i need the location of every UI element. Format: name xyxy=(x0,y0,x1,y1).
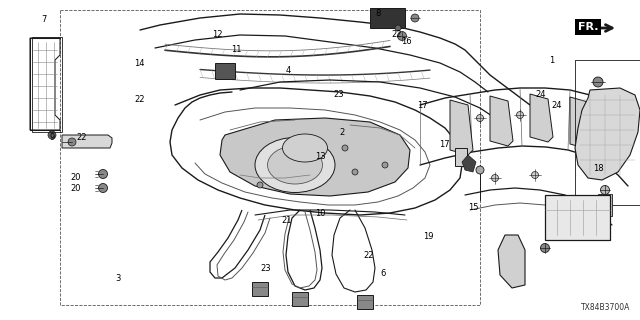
Text: 8: 8 xyxy=(375,9,380,18)
Text: 20: 20 xyxy=(70,173,81,182)
Circle shape xyxy=(99,170,108,179)
Polygon shape xyxy=(498,235,525,288)
Bar xyxy=(60,10,480,305)
Text: 3: 3 xyxy=(116,274,121,283)
Text: 4: 4 xyxy=(285,66,291,75)
Text: FR.: FR. xyxy=(578,22,598,32)
Ellipse shape xyxy=(282,134,328,162)
Circle shape xyxy=(395,25,401,31)
Text: 12: 12 xyxy=(212,30,223,39)
Polygon shape xyxy=(570,97,593,149)
Text: 13: 13 xyxy=(315,152,325,161)
Circle shape xyxy=(352,169,358,175)
Bar xyxy=(357,295,373,309)
Circle shape xyxy=(593,77,603,87)
Circle shape xyxy=(541,244,550,252)
Circle shape xyxy=(68,138,76,146)
Bar xyxy=(215,63,235,79)
Circle shape xyxy=(382,162,388,168)
Circle shape xyxy=(411,14,419,22)
Circle shape xyxy=(600,186,609,195)
Text: 20: 20 xyxy=(70,184,81,193)
Text: 17: 17 xyxy=(417,101,428,110)
Circle shape xyxy=(48,131,56,139)
Bar xyxy=(598,194,612,216)
Polygon shape xyxy=(530,94,553,142)
Bar xyxy=(575,60,640,205)
Text: 11: 11 xyxy=(232,45,242,54)
Text: 22: 22 xyxy=(134,95,145,104)
Polygon shape xyxy=(575,88,640,180)
Bar xyxy=(545,195,610,240)
Text: 9: 9 xyxy=(50,133,55,142)
Circle shape xyxy=(257,182,263,188)
Circle shape xyxy=(492,174,499,181)
Text: 14: 14 xyxy=(134,59,145,68)
Text: 6: 6 xyxy=(380,269,385,278)
Circle shape xyxy=(99,183,108,193)
Circle shape xyxy=(397,31,406,41)
Bar xyxy=(292,292,308,306)
Text: 22: 22 xyxy=(392,30,402,39)
Text: 15: 15 xyxy=(468,203,479,212)
Text: 19: 19 xyxy=(424,232,434,241)
Text: 21: 21 xyxy=(282,216,292,225)
Polygon shape xyxy=(462,155,476,172)
Text: 23: 23 xyxy=(260,264,271,273)
Text: 7: 7 xyxy=(41,15,46,24)
Text: TX84B3700A: TX84B3700A xyxy=(580,303,630,312)
Circle shape xyxy=(477,115,483,122)
Bar xyxy=(455,148,467,166)
Text: 2: 2 xyxy=(340,128,345,137)
Text: 24: 24 xyxy=(536,90,546,99)
Circle shape xyxy=(476,166,484,174)
Ellipse shape xyxy=(268,146,323,184)
Bar xyxy=(32,37,62,132)
Circle shape xyxy=(531,172,538,179)
Bar xyxy=(370,8,405,28)
Text: 24: 24 xyxy=(552,101,562,110)
Ellipse shape xyxy=(255,138,335,193)
Text: 23: 23 xyxy=(334,90,344,99)
Text: 16: 16 xyxy=(401,37,412,46)
Text: 18: 18 xyxy=(593,164,604,172)
Bar xyxy=(252,282,268,296)
Text: 1: 1 xyxy=(549,56,554,65)
Polygon shape xyxy=(490,96,513,146)
Text: 17: 17 xyxy=(440,140,450,148)
Circle shape xyxy=(342,145,348,151)
Text: 22: 22 xyxy=(77,133,87,142)
Polygon shape xyxy=(450,100,473,155)
Text: 22: 22 xyxy=(364,252,374,260)
Polygon shape xyxy=(62,135,112,148)
Circle shape xyxy=(516,111,524,118)
Text: 10: 10 xyxy=(315,209,325,218)
Polygon shape xyxy=(220,118,410,196)
